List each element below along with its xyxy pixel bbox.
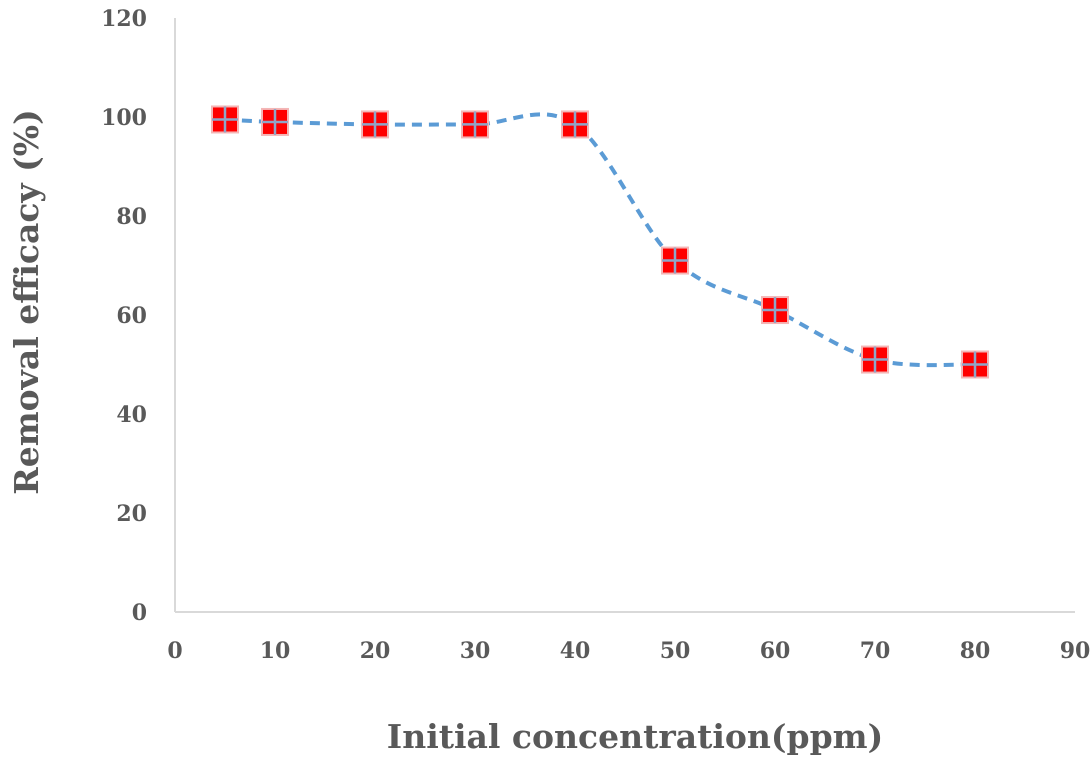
data-point xyxy=(361,110,389,139)
series-line xyxy=(224,112,976,368)
x-tick-label: 80 xyxy=(960,638,991,664)
x-tick-label: 40 xyxy=(560,638,591,664)
x-tick-label: 90 xyxy=(1060,638,1091,664)
x-tick-label: 60 xyxy=(760,638,791,664)
x-axis-title: Initial concentration(ppm) xyxy=(387,717,883,756)
data-point xyxy=(461,110,489,139)
y-tick-label: 60 xyxy=(116,303,147,329)
x-tick-label: 30 xyxy=(460,638,491,664)
data-point xyxy=(861,345,889,374)
y-tick-label: 120 xyxy=(101,6,147,32)
y-tick-label: 20 xyxy=(116,501,147,527)
x-tick-label: 70 xyxy=(860,638,891,664)
x-tick-label: 10 xyxy=(260,638,291,664)
y-tick-label: 100 xyxy=(101,105,147,131)
data-point xyxy=(661,246,689,275)
y-tick-label: 0 xyxy=(132,600,147,626)
y-tick-labels: 0 20 40 60 80 100 120 xyxy=(101,6,147,626)
series-lines xyxy=(224,112,976,368)
axes xyxy=(174,18,1075,613)
data-point xyxy=(261,107,289,136)
data-point xyxy=(961,350,989,379)
data-point xyxy=(211,105,239,134)
y-tick-label: 80 xyxy=(116,204,147,230)
data-point xyxy=(561,110,589,139)
x-tick-label: 50 xyxy=(660,638,691,664)
data-point xyxy=(761,296,789,325)
x-tick-label: 0 xyxy=(167,638,182,664)
x-tick-label: 20 xyxy=(360,638,391,664)
data-markers xyxy=(211,105,989,379)
x-tick-labels: 0 10 20 30 40 50 60 70 80 90 xyxy=(167,638,1090,664)
y-axis-title: Removal efficacy (%) xyxy=(7,109,46,494)
y-tick-label: 40 xyxy=(116,402,147,428)
